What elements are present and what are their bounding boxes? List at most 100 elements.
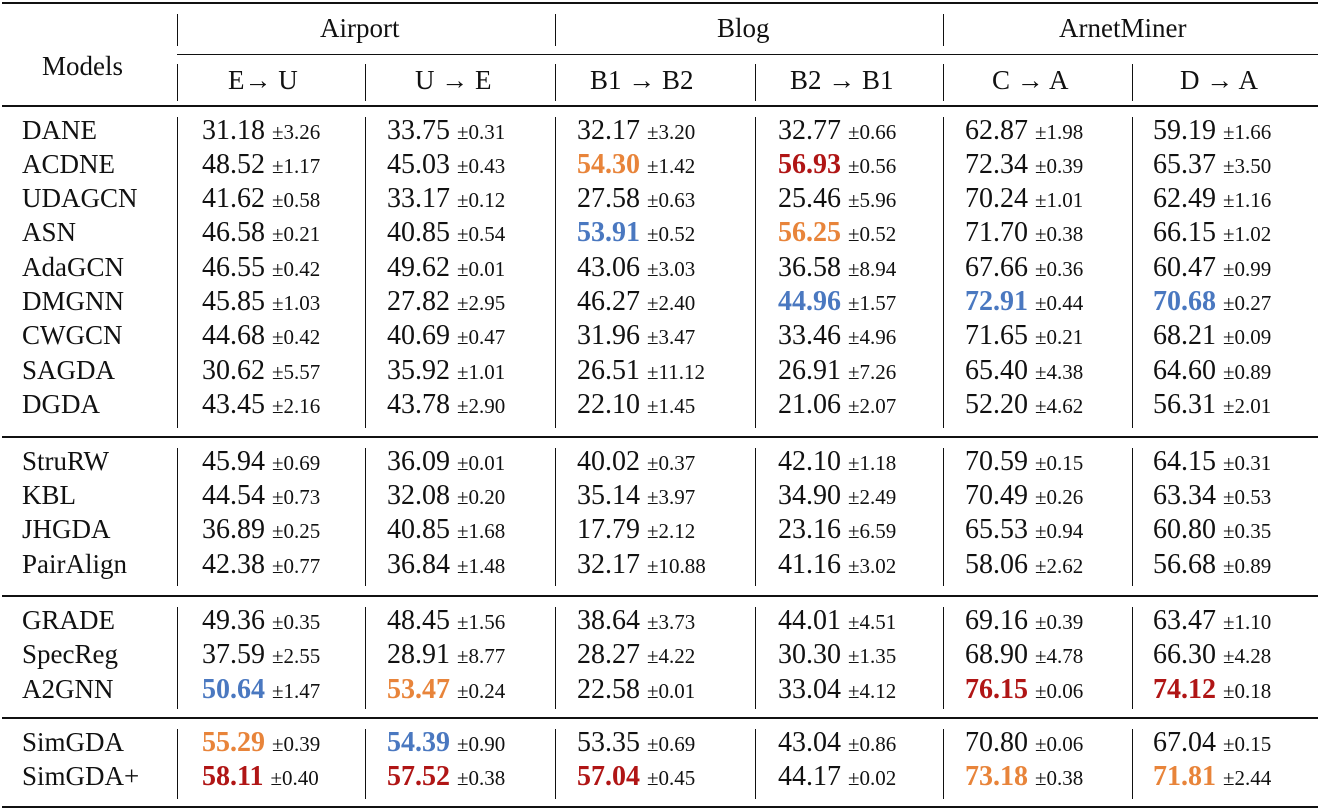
vrule-col-0-seg-1 (177, 117, 178, 428)
result-value: 31.96 (577, 320, 640, 351)
result-std: ±2.49 (848, 485, 897, 509)
result-std: ±0.40 (270, 766, 319, 790)
result-std: ±0.73 (272, 485, 321, 509)
result-value: 65.37 (1153, 149, 1216, 180)
result-cell: 76.15 ±0.06 (965, 676, 1083, 704)
result-cell: 57.04 ±0.45 (577, 763, 695, 791)
result-cell: 56.25 ±0.52 (778, 219, 896, 247)
result-value: 44.96 (778, 286, 841, 317)
result-std: ±0.39 (1035, 154, 1084, 178)
result-std: ±4.51 (848, 610, 897, 634)
result-std: ±0.35 (1223, 519, 1272, 543)
result-std: ±1.10 (1223, 610, 1272, 634)
result-value: 72.34 (965, 149, 1028, 180)
result-std: ±1.57 (848, 291, 897, 315)
result-std: ±0.90 (457, 732, 506, 756)
result-cell: 74.12 ±0.18 (1153, 676, 1271, 704)
result-cell: 30.30 ±1.35 (778, 641, 896, 669)
result-cell: 35.14 ±3.97 (577, 482, 695, 510)
result-cell: 54.39 ±0.90 (387, 729, 505, 757)
result-cell: 27.58 ±0.63 (577, 185, 695, 213)
result-cell: 43.06 ±3.03 (577, 254, 695, 282)
result-cell: 41.16 ±3.02 (778, 551, 896, 579)
result-cell: 31.18 ±3.26 (202, 117, 320, 145)
vrule-col-0-seg-2 (177, 448, 178, 586)
result-std: ±0.99 (1223, 257, 1272, 281)
result-value: 70.24 (965, 183, 1028, 214)
result-value: 52.20 (965, 389, 1028, 420)
section-rule-3 (2, 717, 1318, 719)
result-cell: 22.10 ±1.45 (577, 391, 695, 419)
result-cell: 17.79 ±2.12 (577, 516, 695, 544)
result-cell: 43.78 ±2.90 (387, 391, 505, 419)
result-cell: 71.65 ±0.21 (965, 322, 1083, 350)
vrule-col-1-seg-4 (365, 729, 366, 799)
result-std: ±8.94 (848, 257, 897, 281)
result-std: ±0.18 (1223, 679, 1272, 703)
result-value: 31.18 (202, 115, 265, 146)
vrule-col-0-seg-4 (177, 729, 178, 799)
vrule-col-1-seg-3 (365, 607, 366, 709)
result-cell: 48.45 ±1.56 (387, 607, 505, 635)
result-std: ±0.89 (1223, 360, 1272, 384)
result-value: 71.65 (965, 320, 1028, 351)
result-value: 70.49 (965, 480, 1028, 511)
result-cell: 26.51 ±11.12 (577, 357, 705, 385)
result-std: ±3.73 (647, 610, 696, 634)
task-header-3: B2 → B1 (790, 65, 894, 95)
result-value: 70.68 (1153, 286, 1216, 317)
result-value: 25.46 (778, 183, 841, 214)
model-name: GRADE (22, 605, 115, 635)
result-std: ±3.97 (647, 485, 696, 509)
result-cell: 62.87 ±1.98 (965, 117, 1083, 145)
result-std: ±0.37 (647, 451, 696, 475)
result-value: 43.45 (202, 389, 265, 420)
result-value: 44.68 (202, 320, 265, 351)
result-value: 32.08 (387, 480, 450, 511)
section-rule-2 (2, 595, 1318, 597)
result-value: 66.30 (1153, 639, 1216, 670)
result-cell: 65.37 ±3.50 (1153, 151, 1271, 179)
result-std: ±4.78 (1035, 644, 1084, 668)
result-cell: 30.62 ±5.57 (202, 357, 320, 385)
result-value: 70.80 (965, 727, 1028, 758)
result-cell: 32.08 ±0.20 (387, 482, 505, 510)
result-std: ±0.38 (1035, 222, 1084, 246)
result-std: ±3.20 (647, 120, 696, 144)
result-cell: 21.06 ±2.07 (778, 391, 896, 419)
result-value: 40.85 (387, 217, 450, 248)
result-std: ±0.52 (647, 222, 696, 246)
result-cell: 32.17 ±3.20 (577, 117, 695, 145)
result-value: 43.06 (577, 252, 640, 283)
result-cell: 46.58 ±0.21 (202, 219, 320, 247)
result-cell: 63.47 ±1.10 (1153, 607, 1271, 635)
result-value: 32.17 (577, 115, 640, 146)
result-std: ±0.24 (457, 679, 506, 703)
result-cell: 58.11 ±0.40 (202, 763, 319, 791)
result-std: ±0.39 (272, 732, 321, 756)
result-cell: 22.58 ±0.01 (577, 676, 695, 704)
result-cell: 70.24 ±1.01 (965, 185, 1083, 213)
result-std: ±2.95 (457, 291, 506, 315)
result-std: ±2.55 (272, 644, 321, 668)
result-value: 36.89 (202, 514, 265, 545)
result-std: ±1.18 (848, 451, 897, 475)
result-cell: 33.17 ±0.12 (387, 185, 505, 213)
result-std: ±5.96 (848, 188, 897, 212)
result-cell: 25.46 ±5.96 (778, 185, 896, 213)
result-value: 64.15 (1153, 446, 1216, 477)
result-std: ±2.16 (272, 394, 321, 418)
result-cell: 40.02 ±0.37 (577, 448, 695, 476)
model-name: DMGNN (22, 286, 125, 316)
result-std: ±1.48 (457, 554, 506, 578)
result-std: ±0.66 (848, 120, 897, 144)
vrule-col-4-seg-1 (943, 117, 944, 428)
result-std: ±1.02 (1223, 222, 1272, 246)
result-std: ±0.63 (647, 188, 696, 212)
result-std: ±3.02 (848, 554, 897, 578)
result-cell: 37.59 ±2.55 (202, 641, 320, 669)
result-std: ±7.26 (848, 360, 897, 384)
vrule-col-0-seg-3 (177, 607, 178, 709)
model-name: DANE (22, 115, 97, 145)
